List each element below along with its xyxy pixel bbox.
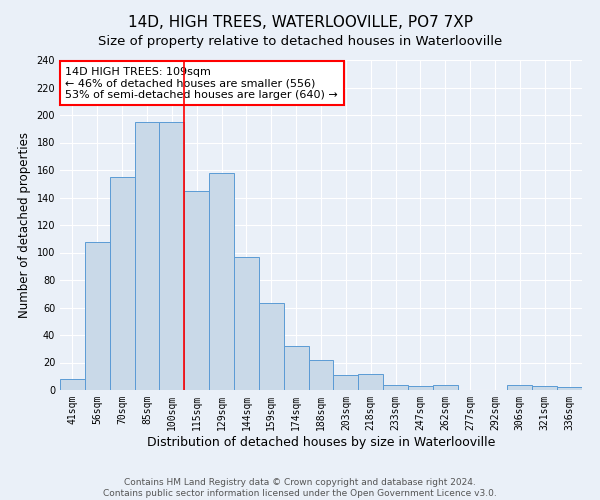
Bar [134,122,160,390]
Text: 14D, HIGH TREES, WATERLOOVILLE, PO7 7XP: 14D, HIGH TREES, WATERLOOVILLE, PO7 7XP [128,15,473,30]
Bar [184,190,209,390]
Bar [234,256,259,390]
Bar [508,384,532,390]
Bar [284,346,308,390]
Bar [383,384,408,390]
Text: 14D HIGH TREES: 109sqm
← 46% of detached houses are smaller (556)
53% of semi-de: 14D HIGH TREES: 109sqm ← 46% of detached… [65,66,338,100]
Bar [60,379,85,390]
Bar [110,177,134,390]
Bar [334,375,358,390]
Bar [209,173,234,390]
Bar [358,374,383,390]
Bar [85,242,110,390]
Bar [433,384,458,390]
Bar [408,386,433,390]
Y-axis label: Number of detached properties: Number of detached properties [18,132,31,318]
Text: Size of property relative to detached houses in Waterlooville: Size of property relative to detached ho… [98,35,502,48]
Bar [308,360,334,390]
Bar [160,122,184,390]
Bar [532,386,557,390]
X-axis label: Distribution of detached houses by size in Waterlooville: Distribution of detached houses by size … [147,436,495,448]
Text: Contains HM Land Registry data © Crown copyright and database right 2024.
Contai: Contains HM Land Registry data © Crown c… [103,478,497,498]
Bar [259,304,284,390]
Bar [557,387,582,390]
